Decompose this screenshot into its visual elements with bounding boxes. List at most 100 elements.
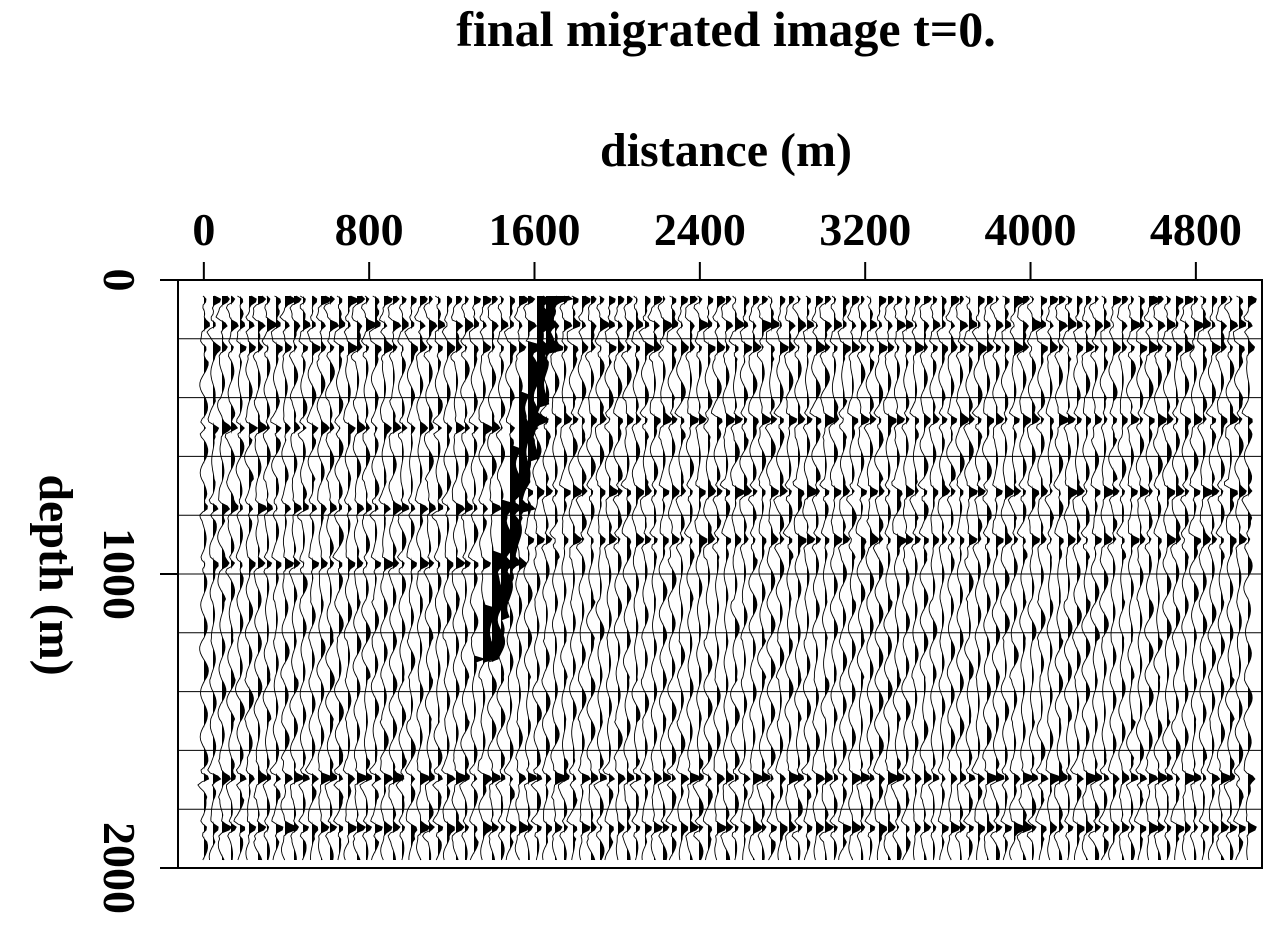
wiggle-fill (978, 296, 987, 860)
wiggle-fill (951, 296, 960, 860)
wiggle-fill (708, 296, 716, 860)
wiggle (647, 295, 664, 861)
wiggle-fill (1248, 296, 1257, 860)
wiggle-fill (1167, 296, 1176, 860)
wiggle-fill (573, 296, 583, 860)
wiggle-fill (582, 296, 591, 860)
x-tick-label: 4800 (1150, 204, 1242, 255)
wiggle-fill (1032, 296, 1043, 860)
wiggle-fill (366, 296, 377, 860)
wiggle-fill (771, 296, 779, 860)
x-tick-label: 800 (335, 204, 404, 255)
wiggle-fill (276, 296, 283, 860)
chart-title: final migrated image t=0. (456, 1, 996, 57)
wiggle-fill (420, 296, 431, 860)
wiggle-fill (834, 296, 842, 860)
wiggle-fill (663, 296, 673, 860)
wiggle-fill (1185, 296, 1197, 860)
wiggle-fill (204, 296, 210, 860)
wiggle-fill (645, 296, 654, 860)
wiggle-fill (780, 296, 789, 860)
wiggle-fill (843, 296, 851, 860)
wiggle-fill (1149, 296, 1160, 860)
wiggle-fill (231, 296, 239, 860)
wiggle-fill (960, 296, 970, 860)
wiggle (1188, 295, 1205, 861)
wiggle-fill (438, 296, 445, 860)
wiggle-fill (807, 296, 818, 860)
wiggle-fill (312, 296, 321, 860)
wiggle-fill (735, 296, 745, 860)
wiggle (557, 295, 573, 861)
wiggle-fill (681, 296, 689, 860)
wiggle-fill (933, 296, 940, 860)
wiggle-fill (753, 296, 764, 860)
y-axis-label: depth (m) (29, 474, 82, 675)
wiggle-fill (717, 296, 727, 860)
wiggle (450, 295, 469, 861)
wiggle-fill (609, 296, 619, 860)
wiggle-fill (1212, 296, 1221, 860)
wiggle-fill (798, 296, 806, 860)
wiggle (982, 295, 999, 861)
wiggle-fill (600, 296, 610, 860)
wiggle-fill (1050, 296, 1062, 860)
wiggle (315, 295, 333, 861)
wiggle-fill (654, 296, 663, 860)
wiggle-fill (213, 296, 221, 860)
wiggle-fill (1176, 296, 1185, 860)
wiggle-fill (1041, 296, 1048, 860)
wiggle (1044, 295, 1062, 861)
wiggle-fill (699, 296, 709, 860)
wiggle-fill (618, 296, 626, 860)
wiggle-fill (375, 296, 383, 860)
wiggle (719, 295, 736, 861)
x-tick-label: 4000 (985, 204, 1077, 255)
wiggle-fill (240, 296, 247, 860)
y-tick-label: 1000 (94, 528, 145, 620)
x-tick-label: 3200 (819, 204, 911, 255)
wiggle-fill (672, 296, 680, 860)
wiggle-fill (1095, 296, 1103, 860)
wiggle-fill (852, 296, 862, 860)
wiggle-fill (501, 296, 514, 860)
wiggle (846, 295, 863, 861)
wiggle-fill (1023, 296, 1034, 860)
wiggle (710, 295, 727, 861)
wiggle-fill (996, 296, 1004, 860)
y-tick-label: 0 (94, 269, 145, 292)
wiggle-fill (726, 296, 735, 860)
wiggle-fill (339, 296, 345, 860)
wiggle-traces (197, 295, 1257, 861)
wiggle-fill (942, 296, 950, 860)
wiggle-fill (465, 296, 474, 860)
wiggle-fill (546, 296, 563, 860)
wiggle (197, 295, 210, 861)
wiggle-fill (510, 296, 525, 860)
wiggle-fill (537, 296, 554, 860)
y-tick-label: 2000 (94, 822, 145, 914)
x-tick-label: 2400 (654, 204, 746, 255)
wiggle-fill (564, 296, 572, 860)
wiggle (477, 295, 497, 861)
wiggle-fill (1104, 296, 1114, 860)
wiggle-fill (384, 296, 394, 860)
wiggle-fill (330, 296, 339, 860)
wiggle-fill (1077, 296, 1085, 860)
wiggle-fill (1230, 296, 1239, 860)
wiggle-fill (429, 296, 437, 860)
wiggle-fill (816, 296, 826, 860)
wiggle-fill (1005, 296, 1014, 860)
wiggle-fill (411, 296, 418, 860)
wiggle-fill (1113, 296, 1121, 860)
wiggle-fill (1014, 296, 1026, 860)
wiggle (1179, 295, 1197, 861)
wiggle-fill (348, 296, 358, 860)
wiggle-fill (1239, 296, 1247, 860)
wiggle-fill (1068, 296, 1078, 860)
x-tick-label: 0 (192, 204, 215, 255)
wiggle-fill (402, 296, 409, 860)
wiggle-fill (870, 296, 879, 860)
wiggle-fill (897, 296, 906, 860)
wiggle-fill (879, 296, 888, 860)
